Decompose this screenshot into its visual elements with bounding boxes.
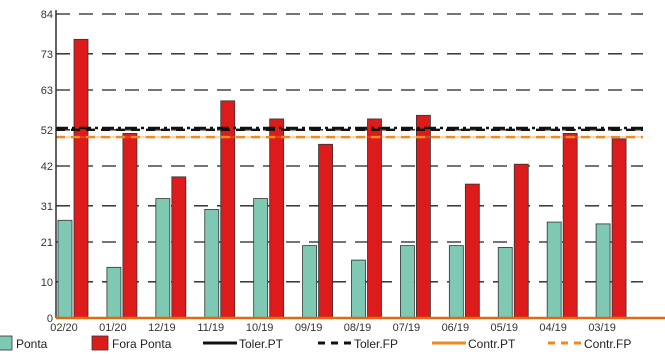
x-tick-label: 04/19 [539, 322, 567, 334]
bar-ponta [106, 266, 122, 319]
bar-ponta [546, 221, 562, 319]
bar-ponta [155, 198, 171, 319]
bar-fora-ponta [562, 133, 578, 319]
bar-fora-ponta [367, 118, 382, 319]
x-tick-label: 08/19 [344, 322, 372, 334]
legend-label: Toler.PT [239, 337, 284, 351]
y-tick-label: 63 [41, 85, 53, 97]
x-tick-label: 01/20 [99, 322, 127, 334]
legend-label: Toler.FP [354, 337, 398, 351]
bar-ponta [595, 223, 611, 319]
grid-lines [56, 13, 643, 283]
y-tick-label: 0 [47, 313, 53, 325]
legend: Ponta Fora Ponta Toler.PT Toler.FP Contr.PT C… [0, 335, 631, 351]
bar-ponta [351, 259, 366, 319]
bar-ponta [400, 245, 415, 319]
x-tick-label: 10/19 [246, 322, 274, 334]
bar-fora-ponta [171, 176, 187, 319]
bar-fora-ponta [318, 143, 333, 319]
legend-swatch [0, 335, 13, 351]
legend-label: Ponta [16, 337, 48, 351]
bar-fora-ponta [122, 133, 138, 319]
axes [55, 10, 665, 320]
bar-ponta [302, 245, 317, 319]
bars [57, 38, 627, 319]
bar-ponta [204, 209, 220, 319]
bar-ponta [448, 245, 464, 319]
y-tick-label: 73 [41, 49, 53, 61]
bar-fora-ponta [513, 163, 529, 319]
bar-fora-ponta [416, 114, 431, 319]
y-tick-label: 42 [41, 161, 53, 173]
x-tick-label: 03/19 [588, 322, 616, 334]
legend-label: Fora Ponta [112, 337, 172, 351]
x-tick-label: 12/19 [148, 322, 176, 334]
x-tick-label: 09/19 [295, 322, 323, 334]
x-tick-label: 11/19 [197, 322, 224, 334]
reference-lines [56, 126, 643, 139]
bar-fora-ponta [220, 100, 236, 319]
legend-swatch [91, 335, 109, 351]
y-axis-ticks: 0 10 21 31 42 52 63 73 84 [41, 9, 53, 325]
x-axis-ticks: 02/20 01/20 12/19 11/19 10/19 09/19 08/19 07/19… [50, 322, 616, 334]
y-tick-label: 10 [41, 277, 53, 289]
x-tick-label: 07/19 [393, 322, 421, 334]
y-tick-label: 31 [41, 201, 53, 213]
legend-label: Contr.PT [468, 337, 516, 351]
bar-fora-ponta [73, 38, 89, 319]
y-tick-label: 84 [41, 9, 53, 21]
x-tick-label: 05/19 [490, 322, 518, 334]
y-tick-label: 52 [41, 125, 53, 137]
legend-label: Contr.FP [584, 337, 631, 351]
bar-ponta [497, 247, 513, 319]
bar-ponta [253, 198, 269, 319]
bar-fora-ponta [611, 138, 627, 319]
bar-ponta [57, 219, 73, 319]
y-tick-label: 21 [41, 237, 53, 249]
bar-fora-ponta [464, 183, 480, 319]
bar-fora-ponta [269, 118, 285, 319]
x-tick-label: 02/20 [50, 322, 78, 334]
x-tick-label: 06/19 [442, 322, 470, 334]
